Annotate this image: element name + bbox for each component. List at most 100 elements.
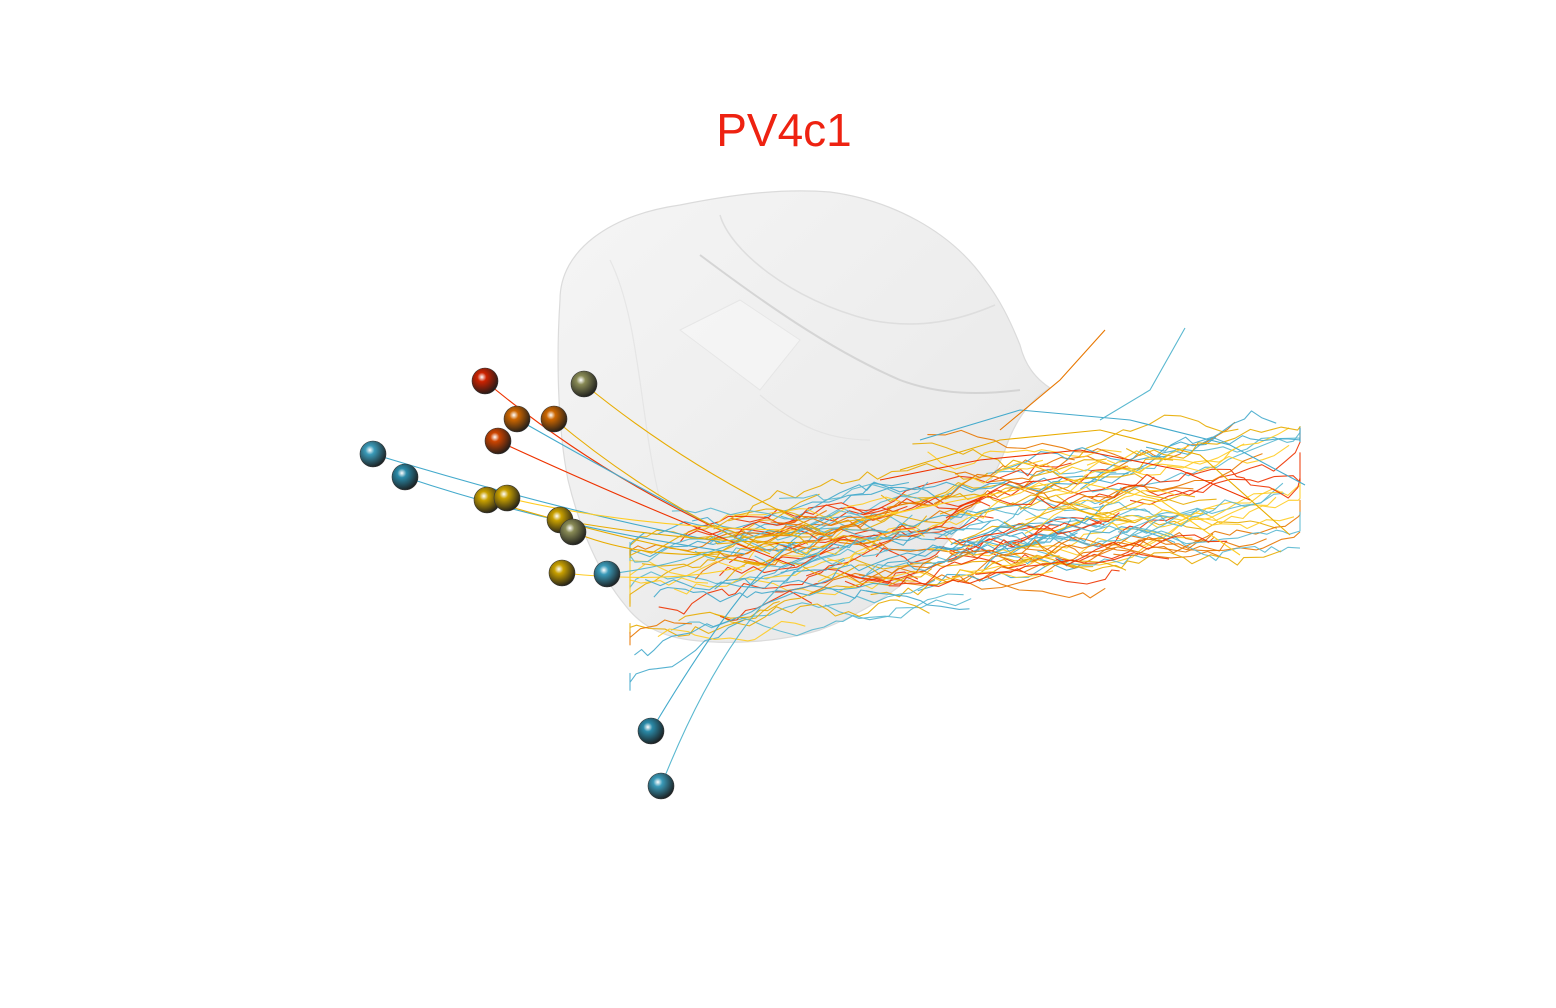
neurite-branch (1146, 478, 1301, 528)
neurite-branch (817, 570, 1054, 590)
neurite-branch (1037, 550, 1151, 566)
neurite-branch (1006, 543, 1282, 569)
neurite-branch (927, 429, 1132, 462)
neurite-branch (809, 555, 939, 595)
neurite-branch (1019, 458, 1174, 510)
neurite-branch (634, 582, 889, 657)
neurite-branch (733, 504, 908, 539)
neurite-branch (754, 553, 845, 568)
neurite-branch (987, 576, 1106, 599)
neurite-branch (1024, 489, 1176, 534)
neurite-branch (827, 528, 925, 566)
neurite-branch (779, 481, 929, 501)
neurite-branch (1106, 427, 1290, 465)
neurite-branch (1003, 494, 1196, 530)
neurite-branch (826, 558, 1029, 570)
neurite-branch (1132, 530, 1301, 562)
soma-sphere (559, 518, 587, 546)
neurite-branch (912, 442, 1107, 473)
soma-connectors (372, 380, 821, 787)
neurite-branch (865, 590, 970, 610)
primary-neurite (372, 453, 721, 543)
neurite-branch (641, 524, 880, 569)
axon-projection (919, 409, 1306, 486)
neurite-branch (716, 496, 900, 524)
primary-neurite (506, 497, 796, 531)
neurite-branch (878, 541, 990, 556)
neurite-branch (714, 527, 930, 590)
primary-neurite (650, 541, 796, 732)
neurite-branch (789, 462, 1072, 523)
neurite-branch (1055, 534, 1228, 566)
neurite-branch (658, 543, 882, 615)
mesh-fold (679, 299, 801, 391)
neurite-branch (673, 509, 899, 595)
neurite-branch (740, 598, 972, 637)
neurite-branch (1078, 414, 1239, 458)
primary-neurite (497, 440, 796, 567)
neurite-branch (629, 524, 751, 558)
neuron-type-title: PV4c1 (716, 104, 852, 156)
neurite-branch (732, 494, 950, 537)
primary-neurite (583, 383, 821, 531)
neurite-branch (945, 476, 1155, 519)
neurite-branch (1118, 511, 1301, 545)
axon-projection (999, 329, 1106, 431)
soma-sphere (484, 427, 512, 455)
axon-projection (859, 479, 1241, 556)
neurite-branch (1099, 517, 1278, 531)
neurite-branch (1090, 468, 1301, 499)
neurite-branch (1123, 538, 1267, 553)
mesh-fold (609, 259, 661, 501)
primary-neurite (606, 529, 771, 575)
neurite-branch (888, 552, 1170, 587)
soma-sphere (647, 772, 675, 800)
neurite-branch (1025, 496, 1277, 522)
neurite-branch (783, 528, 921, 556)
neurite-branch (728, 515, 994, 566)
neurite-branch (657, 620, 806, 642)
neurite-branch (888, 520, 992, 546)
neurite-branch (975, 568, 1120, 585)
neurite-branch (714, 568, 933, 619)
primary-neurite (553, 418, 771, 555)
soma-markers (359, 367, 675, 800)
neurite-branch (991, 516, 1167, 547)
neurite-branch (1098, 453, 1263, 506)
neurite-branch (770, 509, 899, 526)
soma-sphere (471, 367, 499, 395)
neurite-branch (775, 496, 1038, 552)
primary-neurite (561, 565, 746, 578)
neurite-branch (954, 514, 1132, 543)
neurite-branch (764, 501, 981, 538)
neurite-branch (1011, 536, 1215, 557)
neurite-branch (1129, 452, 1301, 506)
neurite-branch (915, 480, 1035, 509)
neurite-branch (917, 558, 1078, 592)
neurite-branch (1035, 410, 1277, 495)
neurite-branch (629, 619, 744, 691)
neurite-branch (1145, 428, 1301, 452)
primary-neurite (484, 380, 721, 531)
axon-projection (879, 449, 1251, 501)
neurite-branch (704, 493, 820, 540)
soma-sphere (637, 717, 665, 745)
neurite-branch (886, 481, 1060, 509)
neurite-branch (671, 507, 871, 521)
primary-neurite (486, 499, 771, 567)
neurite-branch (956, 443, 1245, 519)
mesh-fold (699, 254, 1021, 394)
soma-sphere (570, 370, 598, 398)
neurite-branch (934, 512, 1120, 544)
soma-sphere (391, 463, 419, 491)
neurite-branch (1054, 445, 1190, 497)
soma-sphere (540, 405, 568, 433)
neurite-branch (1125, 426, 1301, 459)
neurite-branch (644, 559, 846, 591)
soma-sphere (548, 559, 576, 587)
neurite-branch (746, 502, 929, 544)
mesh-fold (719, 214, 996, 325)
neurite-branch (629, 548, 891, 588)
soma-sphere (593, 560, 621, 588)
